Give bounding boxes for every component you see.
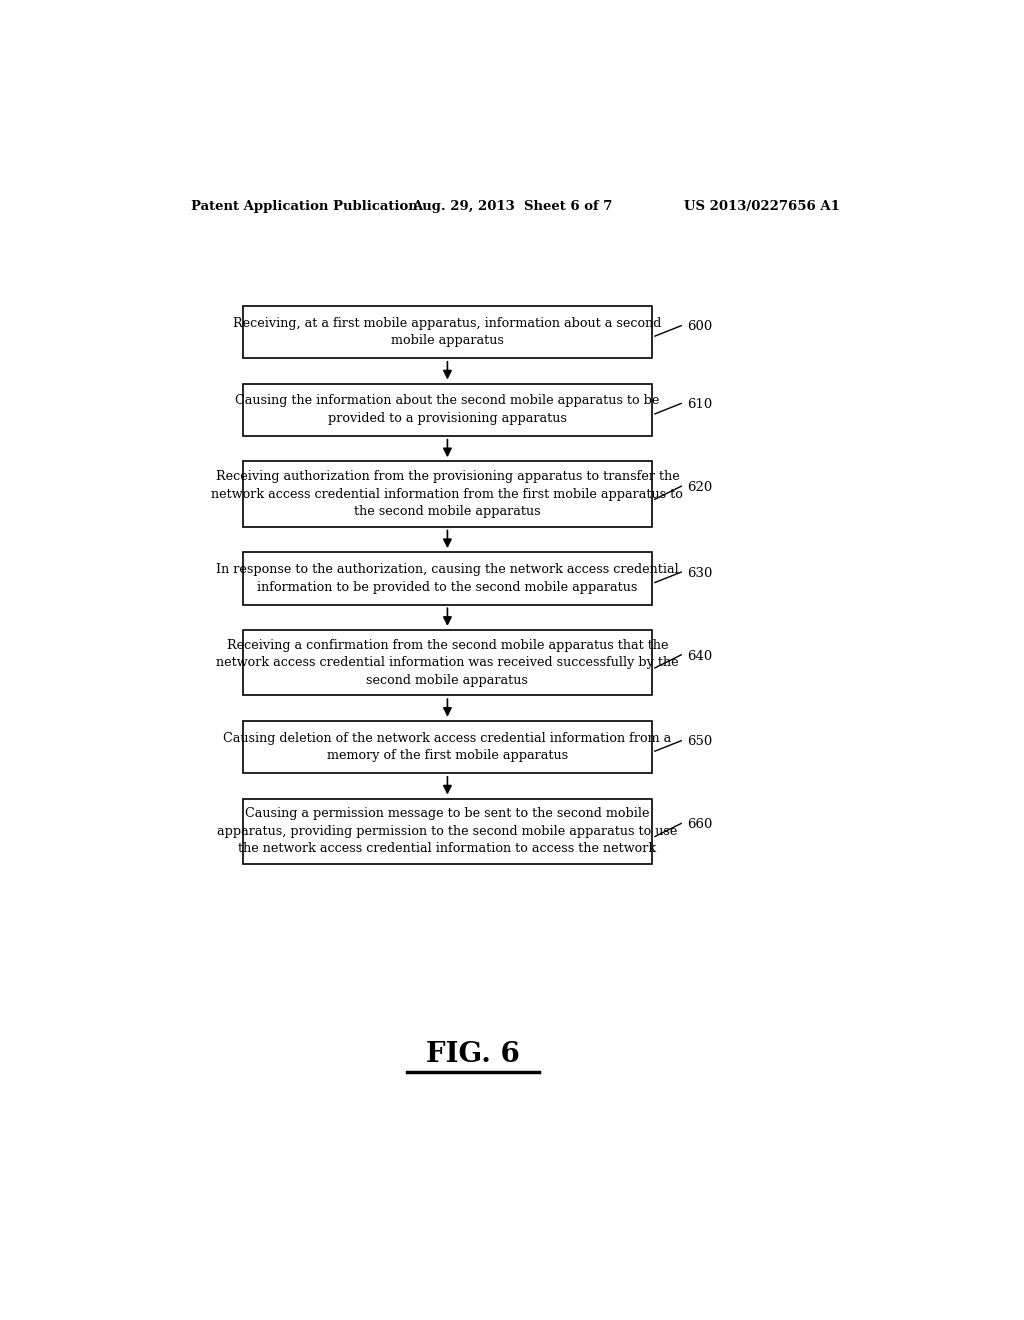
Bar: [243, 799, 652, 865]
Text: FIG. 6: FIG. 6: [426, 1041, 520, 1068]
Text: 640: 640: [687, 649, 712, 663]
Text: Causing a permission message to be sent to the second mobile
apparatus, providin: Causing a permission message to be sent …: [217, 808, 678, 855]
Bar: [243, 552, 652, 605]
Text: Patent Application Publication: Patent Application Publication: [191, 199, 418, 213]
Text: 600: 600: [687, 321, 712, 333]
Text: Receiving, at a first mobile apparatus, information about a second
mobile appara: Receiving, at a first mobile apparatus, …: [233, 317, 662, 347]
Text: US 2013/0227656 A1: US 2013/0227656 A1: [684, 199, 840, 213]
Bar: [243, 721, 652, 774]
Text: 620: 620: [687, 480, 712, 494]
Bar: [243, 461, 652, 527]
Text: In response to the authorization, causing the network access credential
informat: In response to the authorization, causin…: [216, 564, 679, 594]
Text: Causing deletion of the network access credential information from a
memory of t: Causing deletion of the network access c…: [223, 731, 672, 762]
Bar: [243, 306, 652, 358]
Text: 610: 610: [687, 399, 712, 411]
Bar: [243, 384, 652, 436]
Text: 650: 650: [687, 735, 712, 748]
Text: 630: 630: [687, 566, 712, 579]
Text: Receiving authorization from the provisioning apparatus to transfer the
network : Receiving authorization from the provisi…: [212, 470, 683, 517]
Text: Causing the information about the second mobile apparatus to be
provided to a pr: Causing the information about the second…: [236, 395, 659, 425]
Bar: [243, 630, 652, 696]
Text: Aug. 29, 2013  Sheet 6 of 7: Aug. 29, 2013 Sheet 6 of 7: [412, 199, 612, 213]
Text: 660: 660: [687, 818, 712, 832]
Text: Receiving a confirmation from the second mobile apparatus that the
network acces: Receiving a confirmation from the second…: [216, 639, 679, 686]
